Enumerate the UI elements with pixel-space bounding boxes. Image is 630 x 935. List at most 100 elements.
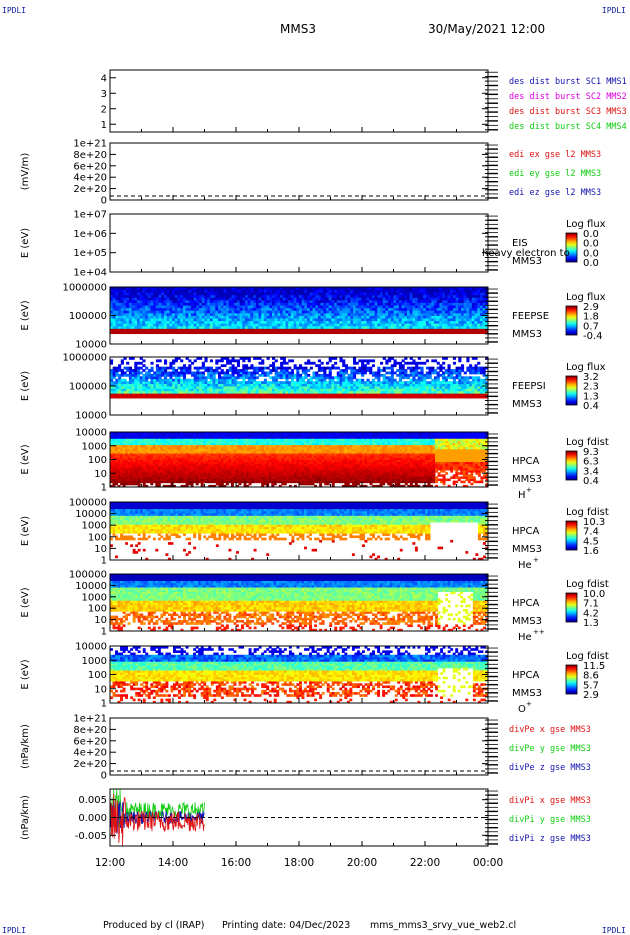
heatmap-cell — [302, 367, 305, 370]
heatmap-cell — [202, 328, 205, 331]
heatmap-cell — [294, 313, 297, 316]
heatmap-cell — [318, 396, 321, 399]
heatmap-cell — [464, 300, 467, 303]
heatmap-cell — [115, 331, 118, 334]
heatmap-cell — [348, 313, 351, 316]
heatmap-cell — [426, 393, 429, 396]
heatmap-cell — [272, 305, 275, 308]
heatmap-cell — [124, 384, 127, 387]
heatmap-cell — [232, 379, 235, 382]
heatmap-cell — [245, 290, 248, 293]
heatmap-cell — [458, 297, 461, 300]
heatmap-cell — [313, 386, 316, 389]
heatmap-cell — [407, 374, 410, 377]
heatmap-cell — [126, 328, 129, 331]
heatmap-cell — [439, 300, 442, 303]
heatmap-cell — [159, 310, 162, 313]
heatmap-cell — [196, 321, 199, 324]
heatmap-cell — [415, 369, 418, 372]
heatmap-cell — [304, 376, 307, 379]
heatmap-cell — [442, 384, 445, 387]
heatmap-cell — [445, 384, 448, 387]
heatmap-cell — [345, 331, 348, 334]
heatmap-cell — [253, 376, 256, 379]
heatmap-cell — [421, 376, 424, 379]
heatmap-cell — [145, 295, 148, 298]
heatmap-cell — [188, 316, 191, 319]
heatmap-cell — [456, 386, 459, 389]
heatmap-cell — [475, 364, 478, 367]
heatmap-cell — [186, 308, 189, 311]
heatmap-cell — [269, 323, 272, 326]
heatmap-cell — [313, 393, 316, 396]
heatmap-cell — [280, 331, 283, 334]
heatmap-cell — [256, 396, 259, 399]
heatmap-cell — [304, 313, 307, 316]
heatmap-cell — [429, 331, 432, 334]
heatmap-cell — [372, 386, 375, 389]
heatmap-cell — [431, 303, 434, 306]
heatmap-cell — [337, 381, 340, 384]
heatmap-cell — [242, 305, 245, 308]
heatmap-cell — [286, 381, 289, 384]
heatmap-cell — [453, 300, 456, 303]
heatmap-cell — [375, 326, 378, 329]
heatmap-cell — [340, 316, 343, 319]
heatmap-cell — [461, 316, 464, 319]
heatmap-cell — [202, 393, 205, 396]
heatmap-cell — [377, 384, 380, 387]
heatmap-cell — [280, 391, 283, 394]
heatmap-cell — [267, 372, 270, 375]
heatmap-cell — [296, 326, 299, 329]
heatmap-cell — [331, 388, 334, 391]
heatmap-cell — [421, 386, 424, 389]
heatmap-cell — [118, 369, 121, 372]
heatmap-cell — [472, 297, 475, 300]
heatmap-cell — [461, 386, 464, 389]
heatmap-cell — [215, 290, 218, 293]
heatmap-cell — [331, 297, 334, 300]
heatmap-cell — [466, 379, 469, 382]
heatmap-cell — [183, 393, 186, 396]
heatmap-cell — [448, 321, 451, 324]
heatmap-cell — [450, 297, 453, 300]
heatmap-cell — [151, 386, 154, 389]
heatmap-cell — [140, 290, 143, 293]
heatmap-cell — [172, 290, 175, 293]
heatmap-cell — [226, 372, 229, 375]
heatmap-cell — [361, 384, 364, 387]
heatmap-cell — [196, 305, 199, 308]
heatmap-cell — [256, 386, 259, 389]
heatmap-cell — [472, 331, 475, 334]
heatmap-cell — [118, 303, 121, 306]
heatmap-cell — [342, 303, 345, 306]
heatmap-cell — [402, 323, 405, 326]
heatmap-cell — [429, 326, 432, 329]
heatmap-cell — [431, 305, 434, 308]
heatmap-cell — [364, 372, 367, 375]
heatmap-cell — [199, 386, 202, 389]
heatmap-cell — [383, 323, 386, 326]
heatmap-cell — [180, 369, 183, 372]
heatmap-cell — [129, 376, 132, 379]
heatmap-cell — [126, 396, 129, 399]
heatmap-cell — [161, 328, 164, 331]
heatmap-cell — [326, 290, 329, 293]
heatmap-cell — [407, 326, 410, 329]
heatmap-cell — [240, 396, 243, 399]
heatmap-cell — [242, 386, 245, 389]
heatmap-cell — [221, 308, 224, 311]
heatmap-cell — [242, 313, 245, 316]
heatmap-cell — [215, 292, 218, 295]
heatmap-cell — [207, 303, 210, 306]
heatmap-cell — [205, 290, 208, 293]
heatmap-cell — [383, 393, 386, 396]
heatmap-cell — [469, 376, 472, 379]
heatmap-cell — [234, 396, 237, 399]
heatmap-cell — [210, 308, 213, 311]
heatmap-cell — [140, 316, 143, 319]
heatmap-cell — [329, 396, 332, 399]
heatmap-cell — [321, 388, 324, 391]
heatmap-cell — [134, 384, 137, 387]
heatmap-cell — [229, 295, 232, 298]
